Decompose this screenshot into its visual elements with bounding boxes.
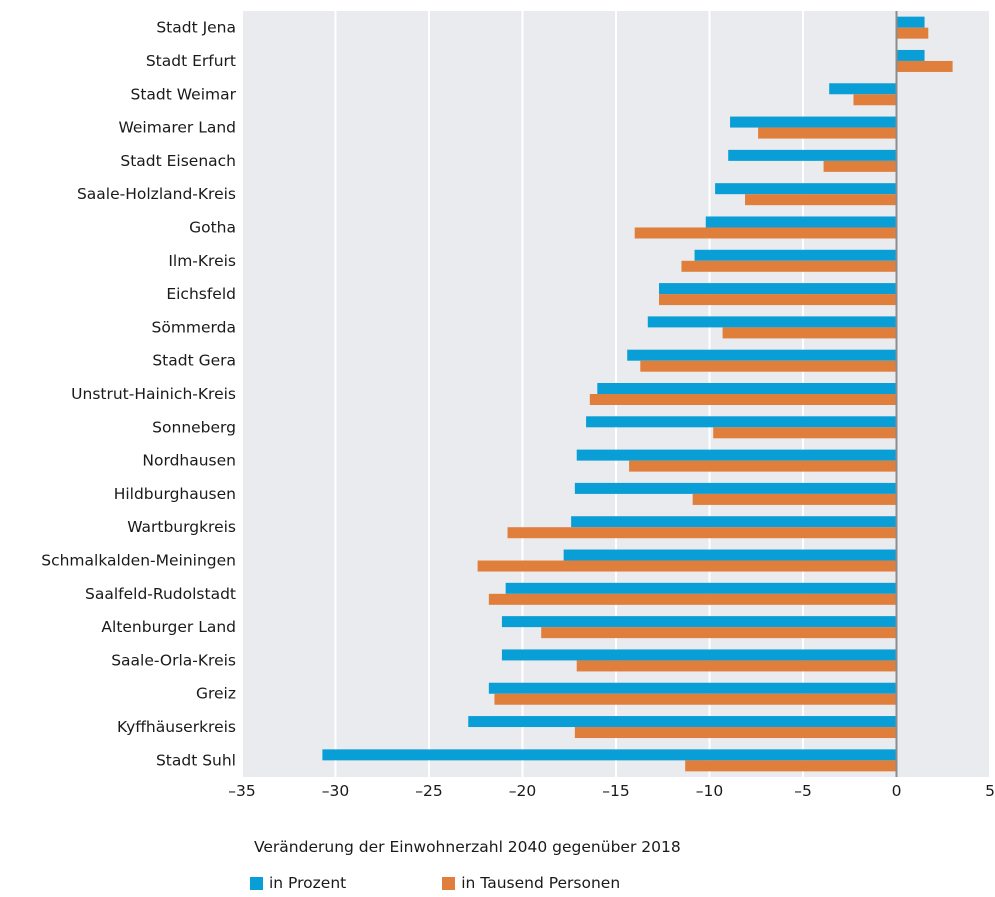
y-tick-label: Schmalkalden-Meiningen (41, 552, 236, 570)
y-tick-label: Saalfeld-Rudolstadt (85, 585, 236, 603)
y-tick-label: Eichsfeld (166, 285, 236, 303)
bar-prozent (659, 283, 897, 295)
x-tick-label: –35 (228, 782, 255, 800)
bar-prozent (488, 682, 897, 694)
legend-item-prozent: in Prozent (250, 874, 346, 892)
bar-tausend (659, 294, 897, 306)
x-tick-label: –25 (415, 782, 442, 800)
y-tick-label: Ilm-Kreis (168, 252, 236, 270)
legend-swatch-tausend (442, 876, 456, 890)
y-tick-label: Greiz (196, 685, 236, 703)
x-tick-label: –10 (696, 782, 723, 800)
bar-tausend (722, 327, 897, 339)
bar-prozent (322, 749, 897, 761)
x-tick-label: –15 (602, 782, 629, 800)
bar-prozent (574, 482, 897, 494)
bar-prozent (597, 383, 897, 394)
bar-prozent (576, 449, 897, 461)
y-tick-label: Stadt Eisenach (120, 152, 236, 170)
x-tick-label: 5 (985, 782, 995, 800)
bar-tausend (692, 493, 897, 505)
bar-prozent (571, 516, 897, 528)
bar-prozent (468, 716, 897, 728)
bar-prozent (501, 649, 897, 661)
legend-swatch-prozent (250, 876, 263, 890)
bar-prozent (715, 183, 897, 195)
y-tick-label: Weimarer Land (118, 119, 236, 137)
y-tick-label: Unstrut-Hainich-Kreis (71, 385, 236, 403)
bar-prozent (505, 582, 897, 594)
y-tick-label: Gotha (189, 218, 236, 236)
x-tick-label: 0 (892, 782, 902, 800)
bar-tausend (629, 460, 897, 472)
bar-prozent (563, 549, 897, 561)
bar-tausend (681, 260, 897, 272)
legend-item-tausend: in Tausend Personen (442, 874, 620, 892)
bar-prozent (647, 316, 897, 328)
x-tick-label: –5 (794, 782, 812, 800)
bar-tausend (758, 127, 897, 139)
x-axis-label: Veränderung der Einwohnerzahl 2040 gegen… (254, 838, 681, 856)
legend-label-prozent: in Prozent (269, 874, 347, 892)
y-tick-label: Wartburgkreis (127, 518, 236, 536)
bar-prozent (627, 349, 897, 361)
bar-tausend (823, 160, 897, 172)
bar-prozent (896, 16, 925, 28)
y-tick-label: Altenburger Land (101, 618, 236, 636)
bar-prozent (705, 216, 897, 228)
y-tick-label: Hildburghausen (114, 485, 236, 503)
y-tick-label: Nordhausen (142, 452, 236, 470)
bar-tausend (685, 760, 897, 772)
bar-tausend (477, 560, 897, 572)
bar-tausend (507, 527, 897, 539)
y-tick-label: Stadt Gera (152, 352, 236, 370)
legend: in Prozent in Tausend Personen (250, 873, 620, 893)
bar-tausend (589, 394, 897, 405)
bar-tausend (896, 27, 929, 39)
bar-prozent (896, 49, 925, 61)
y-tick-label: Stadt Suhl (156, 751, 236, 769)
bar-tausend (713, 427, 897, 439)
bar-tausend (745, 194, 897, 206)
y-tick-label: Saale-Holzland-Kreis (77, 185, 236, 203)
bar-prozent (501, 616, 897, 628)
bar-prozent (829, 83, 897, 95)
bar-tausend (541, 627, 897, 639)
bar-prozent (694, 249, 897, 261)
legend-label-tausend: in Tausend Personen (461, 874, 621, 892)
bar-tausend (896, 60, 953, 72)
bar-tausend (634, 227, 897, 239)
y-tick-label: Saale-Orla-Kreis (111, 651, 236, 669)
bar-prozent (586, 416, 897, 428)
y-tick-label: Stadt Jena (156, 19, 236, 37)
y-tick-label: Stadt Weimar (131, 85, 237, 103)
y-tick-label: Kyffhäuserkreis (117, 718, 236, 736)
bar-tausend (574, 727, 897, 739)
x-tick-label: –30 (322, 782, 349, 800)
x-tick-label: –20 (509, 782, 536, 800)
bar-tausend (853, 94, 897, 106)
bar-tausend (488, 593, 897, 605)
bar-prozent (730, 116, 897, 128)
bar-tausend (576, 660, 897, 672)
bar-prozent (728, 149, 897, 161)
y-tick-label: Stadt Erfurt (146, 52, 236, 70)
bar-tausend (640, 360, 897, 372)
bar-tausend (494, 693, 897, 705)
y-tick-label: Sonneberg (152, 418, 236, 436)
y-tick-label: Sömmerda (152, 318, 237, 336)
